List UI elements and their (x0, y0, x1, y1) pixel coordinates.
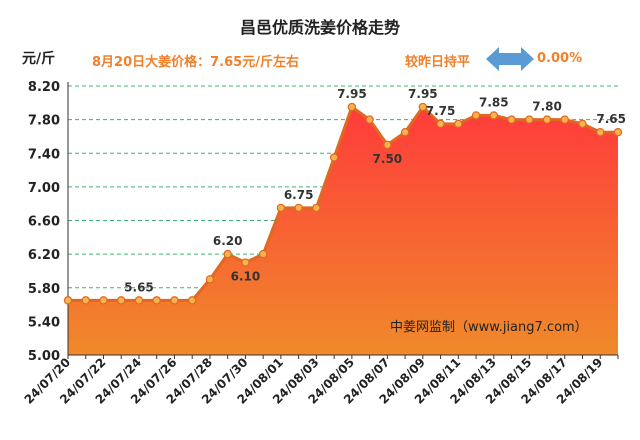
data-label: 5.65 (124, 280, 154, 294)
data-point (329, 153, 339, 162)
data-point (471, 111, 481, 120)
y-tick-label: 5.00 (28, 349, 60, 364)
y-tick-label: 6.60 (28, 215, 60, 230)
data-point (560, 115, 569, 124)
y-tick-label: 6.20 (28, 248, 60, 263)
data-point (134, 296, 144, 305)
data-label: 7.80 (532, 100, 562, 114)
price-area (68, 107, 618, 355)
data-label: 7.65 (596, 112, 626, 126)
data-label: 7.95 (337, 87, 367, 101)
data-label: 6.20 (213, 234, 243, 248)
data-point (205, 275, 215, 284)
data-point (81, 296, 90, 305)
data-labels: 5.65 6.20 6.10 6.75 7.95 7.50 7.95 7.75 7.85 7.80… (124, 87, 626, 294)
change-percent: 0.00% (537, 51, 583, 66)
axes: 5.005.405.806.206.607.007.407.808.2024/0… (22, 80, 619, 407)
y-axis-unit: 元/斤 (22, 51, 56, 67)
today-price-note: 8月20日大姜价格：7.65元/斤左右 (92, 55, 299, 70)
data-point (258, 249, 268, 259)
data-point (312, 203, 321, 213)
data-point (223, 249, 232, 259)
data-label: 7.75 (426, 104, 456, 118)
data-point (187, 296, 197, 305)
data-point (365, 115, 374, 124)
y-tick-label: 7.40 (28, 147, 60, 162)
data-point (152, 296, 161, 305)
data-point (525, 115, 534, 124)
data-label: 6.10 (231, 270, 261, 284)
data-point (418, 102, 428, 112)
data-point (99, 296, 108, 305)
data-point (613, 128, 623, 137)
data-point (400, 128, 410, 137)
source-watermark: 中姜网监制（www.jiang7.com） (390, 320, 588, 335)
y-tick-label: 8.20 (28, 80, 60, 95)
data-point (454, 119, 463, 129)
data-point (578, 119, 587, 129)
data-point (383, 140, 392, 150)
compare-label: 较昨日持平 (405, 55, 471, 70)
data-point (276, 203, 286, 213)
data-label: 7.50 (373, 152, 403, 166)
y-tick-label: 7.80 (28, 114, 60, 129)
data-label: 6.75 (284, 188, 314, 202)
data-point (170, 296, 179, 305)
y-tick-label: 5.80 (28, 282, 60, 297)
data-point (117, 296, 126, 305)
data-point (436, 119, 445, 129)
data-point (294, 203, 303, 213)
data-point (596, 128, 605, 137)
data-label: 7.85 (479, 95, 509, 109)
y-tick-label: 5.40 (28, 315, 60, 330)
chart-title: 昌邑优质洗姜价格走势 (239, 18, 400, 37)
data-point (507, 115, 516, 124)
data-label: 7.95 (408, 87, 438, 101)
data-point (63, 296, 73, 305)
data-markers (63, 102, 623, 305)
data-point (489, 111, 499, 120)
data-point (241, 258, 250, 267)
data-point (347, 102, 357, 112)
y-tick-label: 7.00 (28, 181, 60, 196)
double-arrow-icon (486, 47, 534, 71)
data-point (542, 115, 552, 124)
